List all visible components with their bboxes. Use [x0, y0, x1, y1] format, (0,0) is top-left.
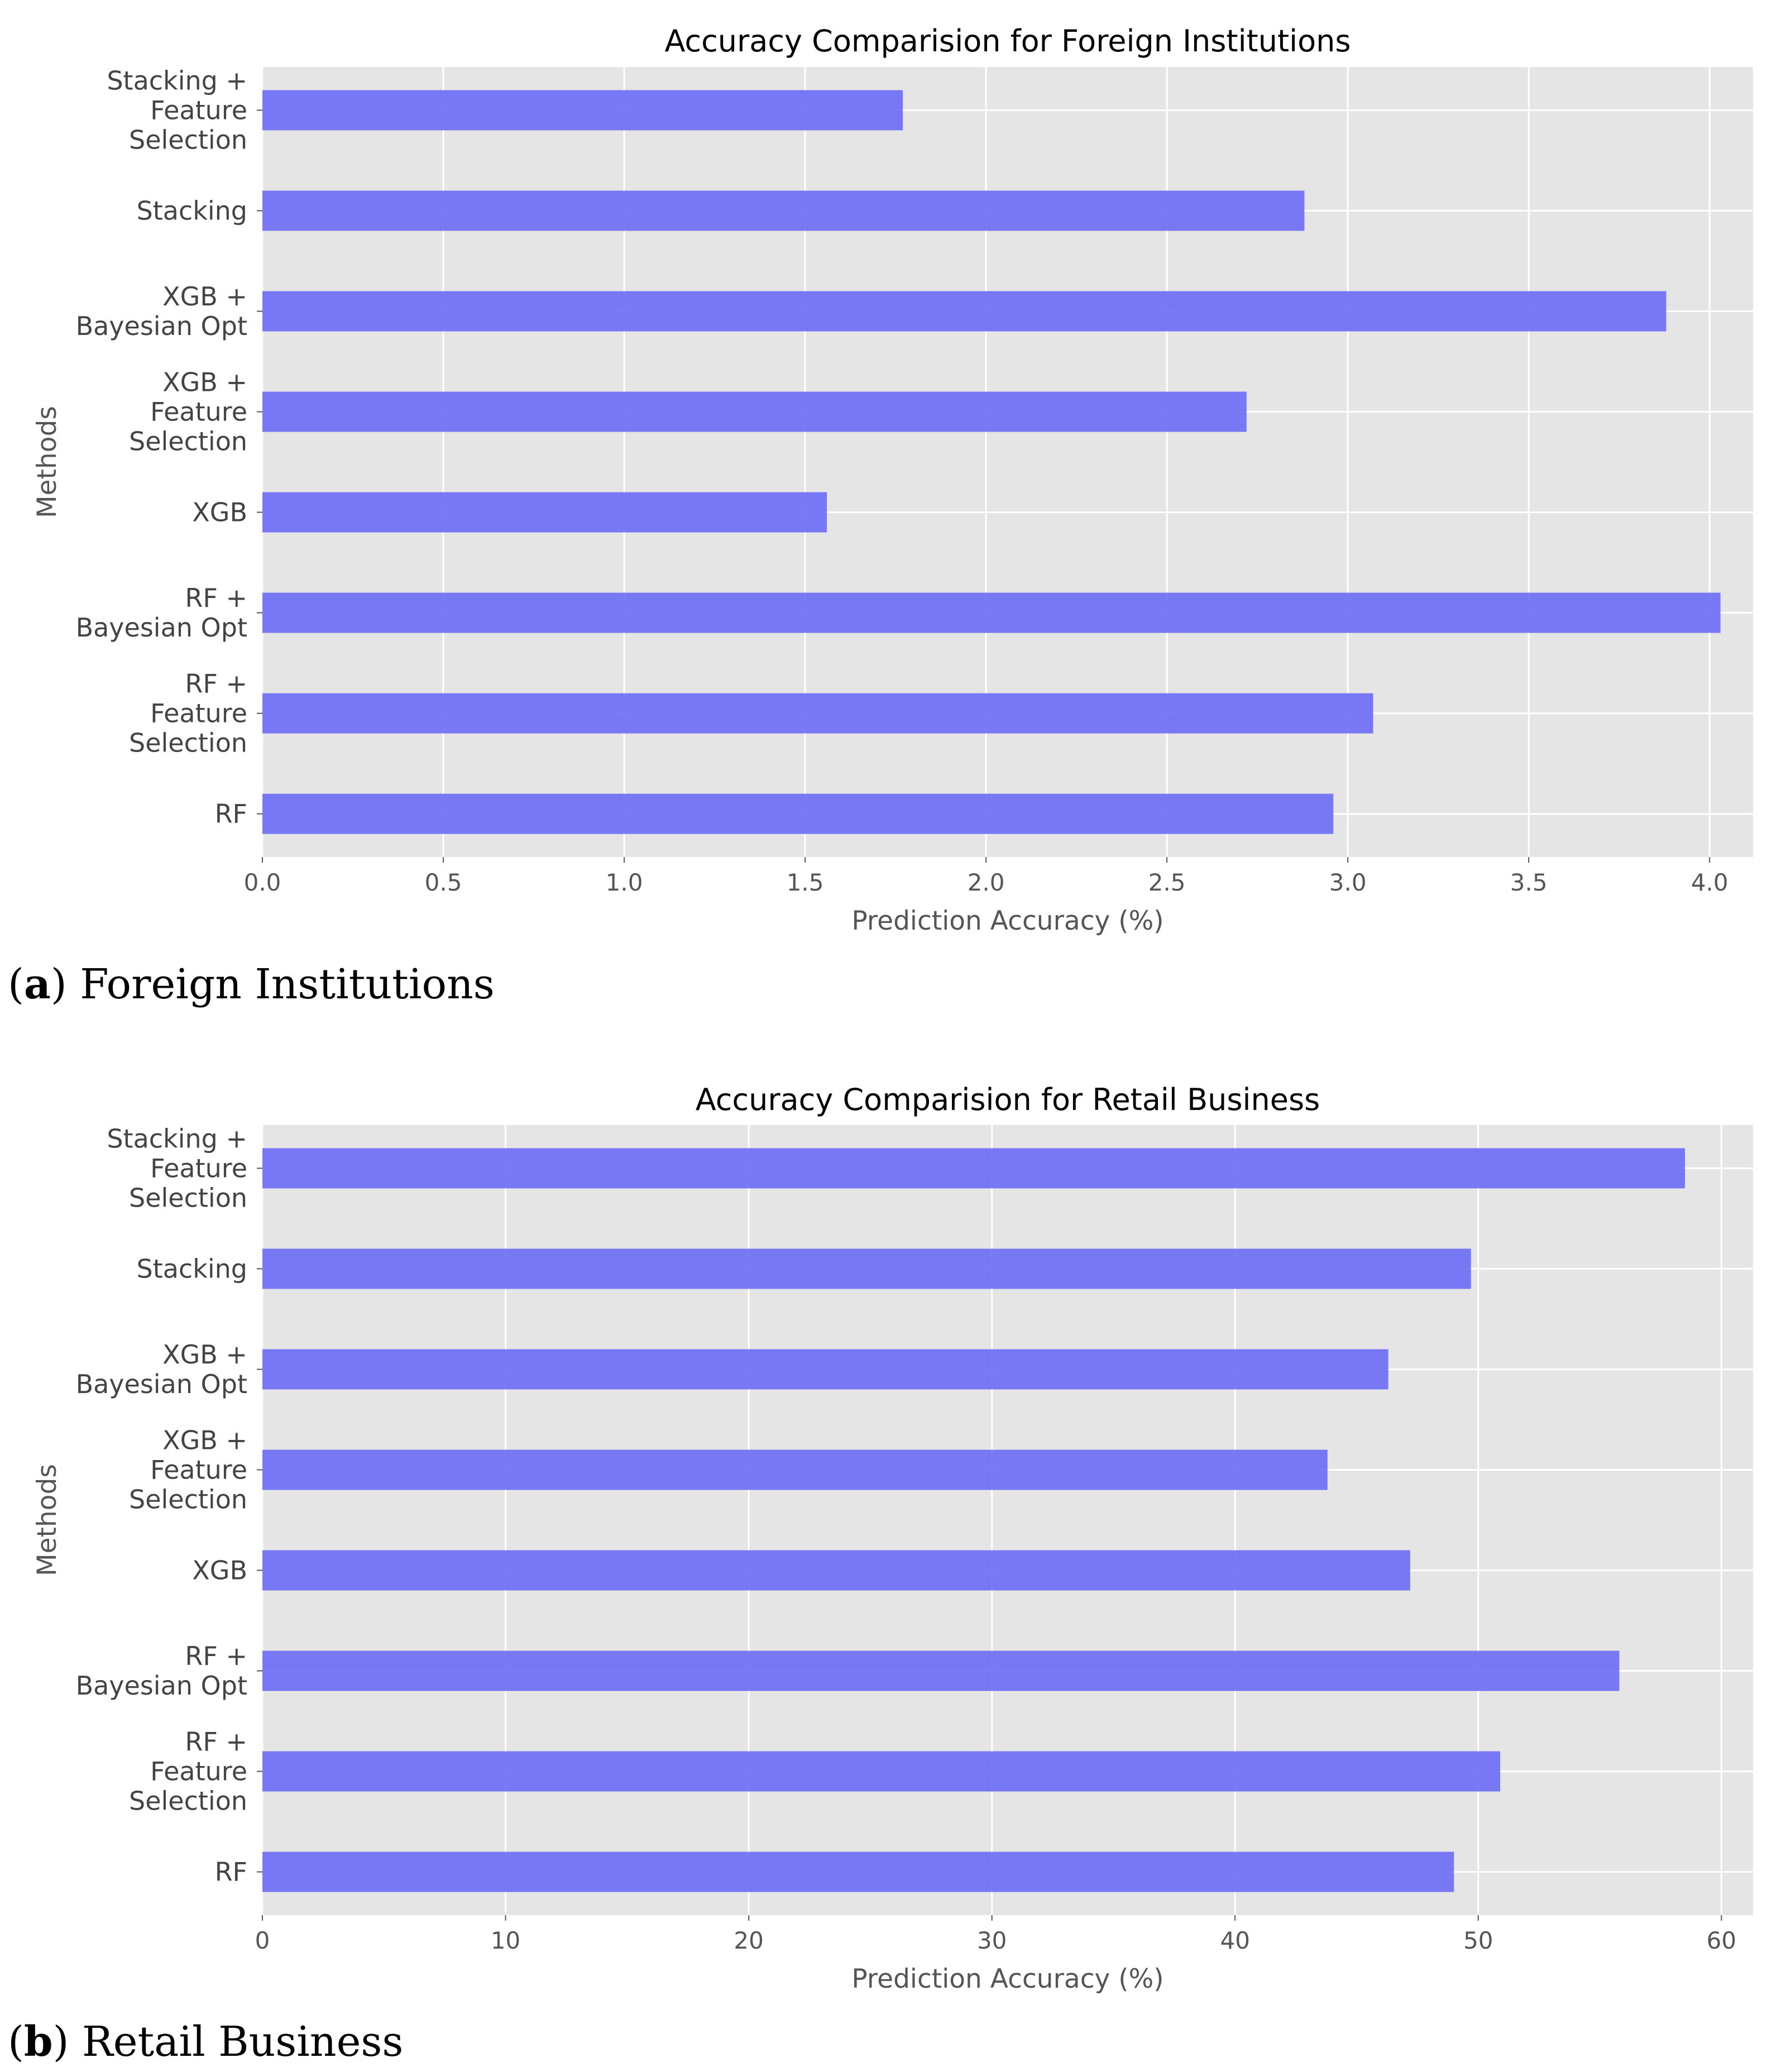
caption-paren-close: ): [51, 960, 80, 1008]
category-label: Bayesian Opt: [76, 612, 247, 643]
bar: [262, 1851, 1454, 1892]
caption-text: Retail Business: [82, 2018, 403, 2066]
category-label: Selection: [129, 1183, 247, 1213]
bar: [262, 793, 1334, 834]
caption-paren-open: (: [8, 2018, 24, 2066]
category-label: XGB: [192, 497, 247, 528]
x-tick-label: 2.5: [1148, 869, 1186, 896]
chart-title: Accuracy Comparision for Retail Business: [696, 1082, 1320, 1117]
x-tick-label: 3.0: [1329, 869, 1367, 896]
category-label: RF +: [185, 1727, 247, 1757]
category-label: Selection: [129, 1786, 247, 1816]
category-label: Stacking +: [107, 1123, 247, 1154]
category-label: Selection: [129, 1484, 247, 1514]
x-tick-label: 30: [977, 1927, 1007, 1954]
category-label: Feature: [150, 1757, 247, 1787]
category-label: Feature: [150, 1454, 247, 1485]
bar: [262, 1751, 1501, 1792]
bar: [262, 90, 903, 131]
caption-letter: a: [24, 960, 51, 1008]
category-label: XGB +: [162, 1339, 247, 1370]
y-axis-label: Methods: [32, 1464, 63, 1576]
category-label: Feature: [150, 1153, 247, 1183]
category-label: Selection: [129, 125, 247, 155]
category-label: Bayesian Opt: [76, 1369, 247, 1399]
bar: [262, 693, 1373, 734]
x-tick-label: 0.0: [244, 869, 281, 896]
bar: [262, 1449, 1328, 1490]
bar: [262, 1550, 1410, 1591]
chart-title: Accuracy Comparision for Foreign Institu…: [664, 23, 1351, 59]
category-label: Feature: [150, 396, 247, 427]
category-label: XGB +: [162, 281, 247, 312]
x-tick-label: 2.0: [968, 869, 1005, 896]
x-tick-label: 0: [255, 1927, 270, 1954]
y-axis-label: Methods: [32, 406, 63, 518]
plot-area: [262, 1125, 1753, 1915]
caption-letter: b: [24, 2018, 53, 2066]
x-axis-label: Prediction Accuracy (%): [851, 906, 1163, 936]
category-label: RF +: [185, 1641, 247, 1671]
category-label: XGB +: [162, 367, 247, 397]
figure-caption: (b) Retail Business: [8, 2018, 403, 2066]
x-tick-label: 4.0: [1691, 869, 1728, 896]
category-label: XGB +: [162, 1425, 247, 1455]
bar: [262, 190, 1305, 231]
category-label: Bayesian Opt: [76, 311, 247, 341]
bar: [262, 291, 1667, 332]
x-tick-label: 60: [1707, 1927, 1736, 1954]
category-label: RF: [215, 1857, 247, 1887]
category-label: Bayesian Opt: [76, 1671, 247, 1701]
category-label: Selection: [129, 426, 247, 456]
category-label: Selection: [129, 728, 247, 758]
bar: [262, 1650, 1620, 1691]
category-label: XGB: [192, 1556, 247, 1586]
category-label: Stacking +: [107, 65, 247, 95]
x-tick-label: 10: [491, 1927, 520, 1954]
bar: [262, 1148, 1685, 1189]
x-tick-label: 1.5: [787, 869, 824, 896]
category-label: Feature: [150, 698, 247, 729]
category-label: RF: [215, 799, 247, 829]
x-tick-label: 40: [1220, 1927, 1250, 1954]
caption-paren-close: ): [53, 2018, 82, 2066]
x-tick-label: 1.0: [606, 869, 643, 896]
x-axis-label: Prediction Accuracy (%): [851, 1964, 1163, 1994]
category-label: Stacking: [137, 1253, 248, 1284]
x-tick-label: 50: [1463, 1927, 1493, 1954]
bar: [262, 592, 1721, 633]
caption-paren-open: (: [8, 960, 24, 1008]
category-label: Stacking: [137, 195, 248, 226]
bar: [262, 492, 827, 533]
category-label: RF +: [185, 583, 247, 613]
x-tick-label: 3.5: [1510, 869, 1548, 896]
caption-text: Foreign Institutions: [80, 960, 495, 1008]
x-tick-label: 20: [734, 1927, 763, 1954]
category-label: Feature: [150, 95, 247, 125]
bar: [262, 1248, 1471, 1289]
bar: [262, 1349, 1388, 1390]
x-tick-label: 0.5: [425, 869, 462, 896]
bar: [262, 391, 1247, 432]
category-label: RF +: [185, 669, 247, 699]
figure-caption: (a) Foreign Institutions: [8, 960, 495, 1008]
